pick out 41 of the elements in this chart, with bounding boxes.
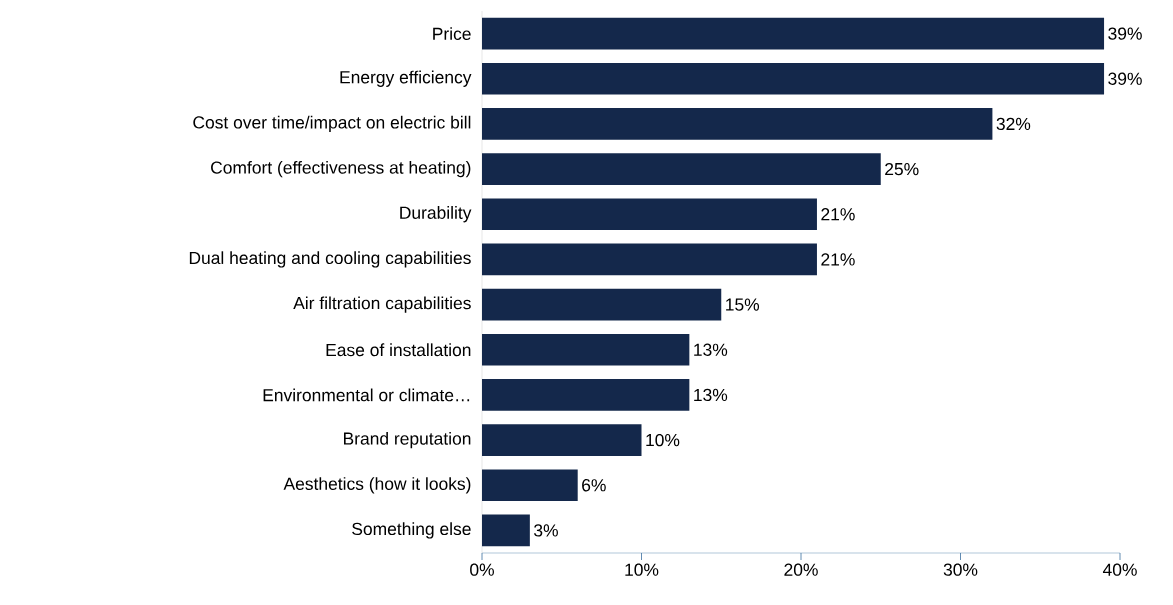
x-tick-label: 40% — [1102, 563, 1137, 576]
data-label: 10% — [646, 433, 680, 447]
data-label: 25% — [885, 162, 919, 176]
bar — [482, 379, 690, 411]
data-label: 21% — [821, 208, 855, 221]
bar — [482, 288, 722, 321]
y-tick-label: Energy efficiency — [340, 70, 472, 87]
x-tick-label: 0% — [470, 563, 494, 576]
bar — [482, 108, 993, 140]
x-tick-label: 10% — [625, 563, 659, 576]
y-tick-label: Dual heating and cooling capabilities — [189, 251, 471, 268]
data-label: 13% — [694, 343, 728, 356]
data-label: 21% — [821, 253, 855, 266]
bar — [482, 153, 881, 185]
bar — [482, 62, 1105, 95]
y-tick-label: Price — [433, 27, 471, 40]
data-label: 39% — [1108, 72, 1142, 85]
x-tick-label: 30% — [943, 563, 978, 576]
y-tick-label: Ease of installation — [326, 343, 471, 357]
y-tick-label: Durability — [400, 206, 472, 223]
y-tick-label: Environmental or climate… — [263, 388, 470, 402]
bar — [482, 198, 817, 231]
data-label: 13% — [694, 388, 728, 402]
y-tick-label: Something else — [352, 522, 471, 539]
y-tick-label: Air filtration capabilities — [293, 296, 471, 313]
y-tick-label: Comfort (effectiveness at heating) — [211, 160, 471, 178]
y-tick-label: Cost over time/impact on electric bill — [193, 115, 471, 133]
y-tick-label: Brand reputation — [344, 431, 471, 449]
bar — [482, 333, 690, 366]
data-label: 6% — [582, 479, 606, 492]
bar — [482, 17, 1105, 50]
bar — [482, 469, 578, 502]
bar — [482, 243, 817, 276]
bar — [482, 514, 530, 547]
data-label: 3% — [534, 524, 558, 537]
bar — [482, 424, 642, 456]
data-label: 32% — [996, 117, 1031, 131]
y-tick-label: Aesthetics (how it looks) — [283, 477, 471, 494]
x-tick-label: 20% — [784, 563, 818, 576]
data-label: 39% — [1108, 27, 1142, 40]
data-label: 15% — [726, 298, 760, 311]
